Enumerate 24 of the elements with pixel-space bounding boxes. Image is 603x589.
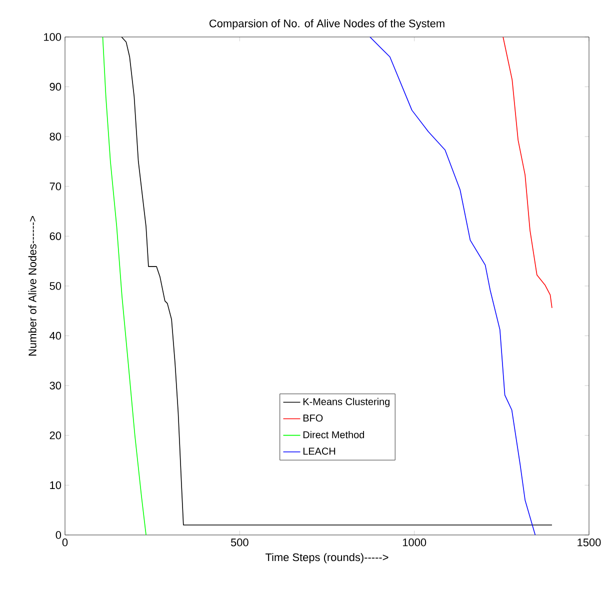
x-tick-label: 1500 [578, 538, 601, 546]
x-tick-label: 0 [62, 538, 68, 546]
legend-label: Direct Method [303, 430, 364, 438]
y-tick-label: 0 [56, 531, 62, 539]
y-tick-label: 20 [50, 432, 62, 440]
y-tick-label: 50 [50, 282, 62, 290]
y-tick-label: 60 [50, 232, 62, 240]
x-tick-label: 500 [230, 538, 248, 546]
y-tick-label: 80 [50, 132, 62, 140]
y-tick-label: 30 [50, 382, 62, 390]
legend-label: K-Means Clustering [303, 398, 390, 408]
x-axis-title: Time Steps (rounds)-----> [266, 553, 388, 564]
line-series [102, 36, 146, 535]
y-tick-label: 100 [44, 33, 62, 41]
y-tick-label: 40 [50, 332, 62, 340]
line-series [502, 36, 552, 308]
legend-label: BFO [303, 414, 323, 422]
legend-label: LEACH [303, 448, 336, 455]
y-tick-label: 70 [50, 182, 62, 190]
y-tick-label: 10 [50, 481, 62, 490]
x-tick-label: 1000 [402, 538, 426, 546]
y-axis-title: Number of Alive Nodes------> [28, 216, 36, 356]
chart-title: Comparsion of No. of Alive Nodes of the System [210, 19, 444, 30]
y-tick-label: 90 [50, 82, 62, 91]
